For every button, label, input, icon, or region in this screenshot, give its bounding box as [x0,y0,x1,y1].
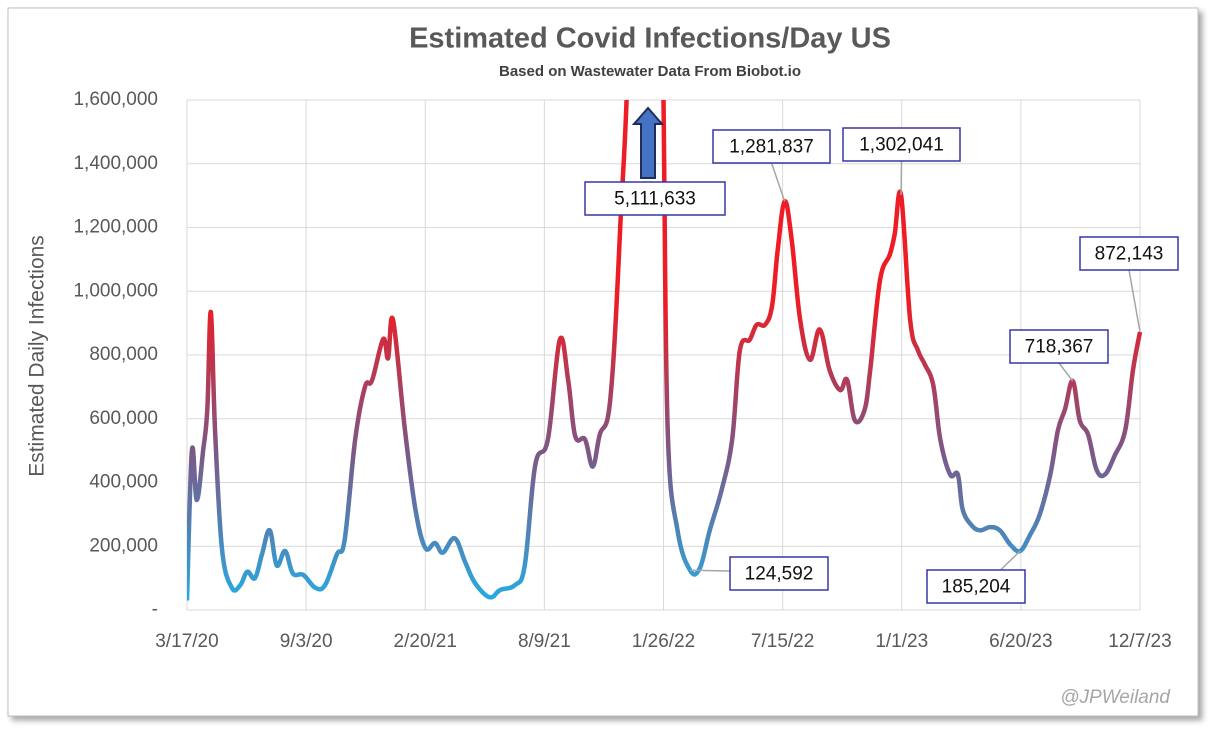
y-tick-label: 400,000 [89,472,158,493]
x-tick-label: 12/7/23 [1108,631,1171,652]
callout-box [584,181,726,216]
watermark: @JPWeiland [1060,687,1171,708]
callout-label: 5,111,633 [614,189,696,210]
callout-connector [1058,362,1074,382]
callout-connector [770,162,786,202]
chart-title: Estimated Covid Infections/Day US [409,23,891,55]
y-tick-label: 1,000,000 [73,280,158,301]
callout-label: 1,302,041 [859,135,944,156]
x-tick-label: 1/26/22 [632,631,695,652]
arrow [631,106,665,179]
callout-label: 718,367 [1025,337,1094,358]
callout-box [1079,236,1179,271]
callout-label: 185,204 [942,577,1011,598]
x-tick-label: 1/1/23 [875,631,928,652]
chart-subtitle: Based on Wastewater Data From Biobot.io [499,63,801,80]
callout-connector [1128,269,1141,333]
series-line [187,100,1143,601]
callout-connector [999,550,1021,571]
y-axis-label: Estimated Daily Infections [26,235,49,477]
callout-box [712,129,831,164]
y-tick-label: 1,400,000 [73,153,158,174]
callout-label: 872,143 [1095,244,1164,265]
x-tick-label: 7/15/22 [751,631,814,652]
y-tick-label: 1,600,000 [73,89,158,110]
callout-label: 124,592 [745,564,814,585]
x-tick-label: 2/20/21 [394,631,457,652]
x-tick-label: 3/17/20 [155,631,218,652]
x-tick-label: 8/9/21 [518,631,571,652]
callout-box [1009,329,1109,364]
x-tick-label: 9/3/20 [280,631,333,652]
callout-connector [690,569,731,572]
y-tick-label: 1,200,000 [73,217,158,238]
y-tick-label: 600,000 [89,408,158,429]
x-tick-label: 6/20/23 [989,631,1052,652]
y-tick-label: 200,000 [89,535,158,556]
callout-label: 1,281,837 [729,137,814,158]
callout-box [842,127,961,162]
y-tick-label: 800,000 [89,344,158,365]
callout-box [729,556,829,591]
callout-box [926,569,1026,604]
y-tick-label: - [152,599,158,620]
